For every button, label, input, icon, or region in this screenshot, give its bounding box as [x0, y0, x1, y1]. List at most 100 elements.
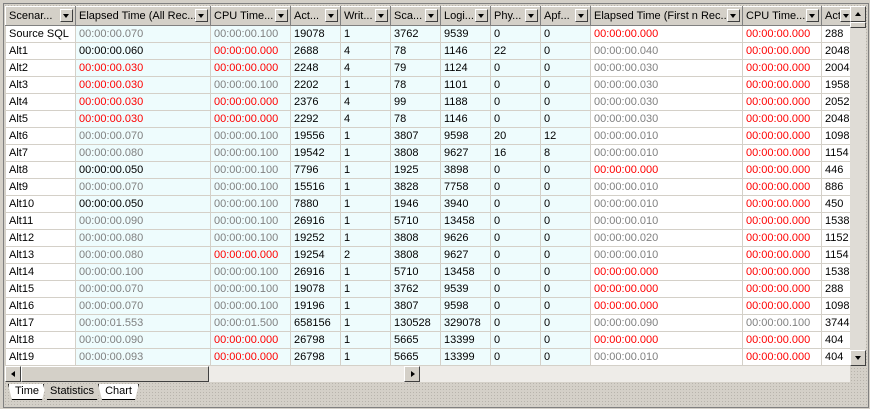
cell-elapsed-all[interactable]: 00:00:01.553: [75, 314, 211, 332]
cell-logical-reads[interactable]: 1146: [440, 110, 491, 128]
cell-scans[interactable]: 78: [390, 110, 441, 128]
cell-cpu-time-first-n[interactable]: 00:00:00.000: [742, 161, 822, 179]
cell-writes[interactable]: 1: [340, 127, 391, 145]
cell-elapsed-first-n[interactable]: 00:00:00.040: [590, 42, 743, 60]
cell-apf-reads[interactable]: 0: [540, 314, 591, 332]
cell-logical-reads[interactable]: 9626: [440, 229, 491, 247]
cell-writes[interactable]: 4: [340, 59, 391, 77]
cell-scans[interactable]: 5710: [390, 263, 441, 281]
cell-logical-reads[interactable]: 13458: [440, 212, 491, 230]
horizontal-scroll-thumb[interactable]: [21, 366, 209, 382]
cell-elapsed-first-n[interactable]: 00:00:00.030: [590, 76, 743, 94]
cell-apf-reads[interactable]: 0: [540, 348, 591, 366]
scroll-right-icon[interactable]: [404, 366, 420, 382]
cell-actual-rows-first-n[interactable]: 1538: [821, 212, 850, 230]
table-row[interactable]: Alt11 00:00:00.090 00:00:00.100 26916 1 5710 1…: [5, 212, 850, 230]
cell-actual-rows[interactable]: 658156: [290, 314, 341, 332]
cell-elapsed-first-n[interactable]: 00:00:00.010: [590, 195, 743, 213]
cell-scenario[interactable]: Source SQL: [5, 25, 76, 43]
cell-logical-reads[interactable]: 1101: [440, 76, 491, 94]
cell-writes[interactable]: 4: [340, 93, 391, 111]
cell-apf-reads[interactable]: 0: [540, 59, 591, 77]
cell-actual-rows[interactable]: 26798: [290, 331, 341, 349]
cell-logical-reads[interactable]: 9627: [440, 246, 491, 264]
cell-physical-reads[interactable]: 0: [490, 110, 541, 128]
cell-actual-rows-first-n[interactable]: 288: [821, 25, 850, 43]
cell-cpu-time-first-n[interactable]: 00:00:00.000: [742, 127, 822, 145]
cell-elapsed-first-n[interactable]: 00:00:00.000: [590, 297, 743, 315]
cell-apf-reads[interactable]: 0: [540, 110, 591, 128]
cell-cpu-time-first-n[interactable]: 00:00:00.000: [742, 195, 822, 213]
cell-physical-reads[interactable]: 0: [490, 297, 541, 315]
cell-logical-reads[interactable]: 3898: [440, 161, 491, 179]
cell-scans[interactable]: 78: [390, 42, 441, 60]
tab-chart[interactable]: Chart: [98, 384, 139, 400]
cell-cpu-time-all[interactable]: 00:00:00.100: [210, 229, 291, 247]
column-header-elapsed-first-n[interactable]: Elapsed Time (First n Rec...: [590, 6, 743, 26]
cell-elapsed-all[interactable]: 00:00:00.070: [75, 280, 211, 298]
cell-elapsed-first-n[interactable]: 00:00:00.030: [590, 110, 743, 128]
cell-logical-reads[interactable]: 9598: [440, 297, 491, 315]
cell-writes[interactable]: 1: [340, 178, 391, 196]
table-row[interactable]: Alt16 00:00:00.070 00:00:00.100 19196 1 3807 9…: [5, 297, 850, 315]
cell-scenario[interactable]: Alt8: [5, 161, 76, 179]
cell-physical-reads[interactable]: 0: [490, 161, 541, 179]
cell-scans[interactable]: 3808: [390, 144, 441, 162]
cell-scans[interactable]: 3762: [390, 280, 441, 298]
cell-elapsed-first-n[interactable]: 00:00:00.000: [590, 161, 743, 179]
cell-cpu-time-first-n[interactable]: 00:00:00.000: [742, 42, 822, 60]
cell-writes[interactable]: 4: [340, 110, 391, 128]
cell-scenario[interactable]: Alt7: [5, 144, 76, 162]
cell-actual-rows[interactable]: 26916: [290, 263, 341, 281]
cell-actual-rows-first-n[interactable]: 2048: [821, 110, 850, 128]
cell-scans[interactable]: 3807: [390, 127, 441, 145]
cell-apf-reads[interactable]: 12: [540, 127, 591, 145]
cell-cpu-time-all[interactable]: 00:00:00.100: [210, 178, 291, 196]
cell-writes[interactable]: 1: [340, 297, 391, 315]
cell-elapsed-first-n[interactable]: 00:00:00.000: [590, 263, 743, 281]
cell-actual-rows[interactable]: 26798: [290, 348, 341, 366]
cell-cpu-time-all[interactable]: 00:00:00.000: [210, 93, 291, 111]
cell-scenario[interactable]: Alt17: [5, 314, 76, 332]
cell-elapsed-first-n[interactable]: 00:00:00.030: [590, 93, 743, 111]
cell-scans[interactable]: 130528: [390, 314, 441, 332]
column-header-actual-rows[interactable]: Act...: [290, 6, 341, 26]
cell-elapsed-all[interactable]: 00:00:00.030: [75, 76, 211, 94]
cell-apf-reads[interactable]: 8: [540, 144, 591, 162]
cell-writes[interactable]: 1: [340, 280, 391, 298]
vertical-scrollbar[interactable]: [850, 6, 866, 366]
column-header-cpu-time-first-n[interactable]: CPU Time...: [742, 6, 822, 26]
dropdown-arrow-icon[interactable]: [806, 9, 819, 22]
cell-cpu-time-first-n[interactable]: 00:00:00.000: [742, 263, 822, 281]
cell-actual-rows-first-n[interactable]: 1098: [821, 297, 850, 315]
cell-elapsed-first-n[interactable]: 00:00:00.010: [590, 178, 743, 196]
cell-actual-rows-first-n[interactable]: 450: [821, 195, 850, 213]
cell-scenario[interactable]: Alt14: [5, 263, 76, 281]
cell-scans[interactable]: 1946: [390, 195, 441, 213]
cell-scans[interactable]: 3762: [390, 25, 441, 43]
cell-cpu-time-all[interactable]: 00:00:00.000: [210, 331, 291, 349]
cell-actual-rows[interactable]: 19252: [290, 229, 341, 247]
cell-elapsed-first-n[interactable]: 00:00:00.010: [590, 144, 743, 162]
cell-cpu-time-all[interactable]: 00:00:00.100: [210, 263, 291, 281]
cell-physical-reads[interactable]: 16: [490, 144, 541, 162]
cell-physical-reads[interactable]: 20: [490, 127, 541, 145]
cell-logical-reads[interactable]: 1146: [440, 42, 491, 60]
cell-cpu-time-first-n[interactable]: 00:00:00.000: [742, 178, 822, 196]
cell-cpu-time-all[interactable]: 00:00:00.100: [210, 127, 291, 145]
cell-actual-rows[interactable]: 19254: [290, 246, 341, 264]
cell-actual-rows-first-n[interactable]: 1154: [821, 144, 850, 162]
cell-cpu-time-first-n[interactable]: 00:00:00.000: [742, 229, 822, 247]
cell-actual-rows[interactable]: 2248: [290, 59, 341, 77]
table-row[interactable]: Alt9 00:00:00.070 00:00:00.100 15516 1 3828 77…: [5, 178, 850, 196]
cell-logical-reads[interactable]: 13399: [440, 348, 491, 366]
cell-logical-reads[interactable]: 1124: [440, 59, 491, 77]
cell-apf-reads[interactable]: 0: [540, 263, 591, 281]
cell-elapsed-all[interactable]: 00:00:00.030: [75, 110, 211, 128]
cell-apf-reads[interactable]: 0: [540, 42, 591, 60]
column-header-physical-reads[interactable]: Phy...: [490, 6, 541, 26]
table-row[interactable]: Alt5 00:00:00.030 00:00:00.000 2292 4 78 1146 0…: [5, 110, 850, 128]
cell-writes[interactable]: 1: [340, 144, 391, 162]
cell-elapsed-first-n[interactable]: 00:00:00.030: [590, 59, 743, 77]
table-row[interactable]: Alt1 00:00:00.060 00:00:00.000 2688 4 78 1146 2…: [5, 42, 850, 60]
